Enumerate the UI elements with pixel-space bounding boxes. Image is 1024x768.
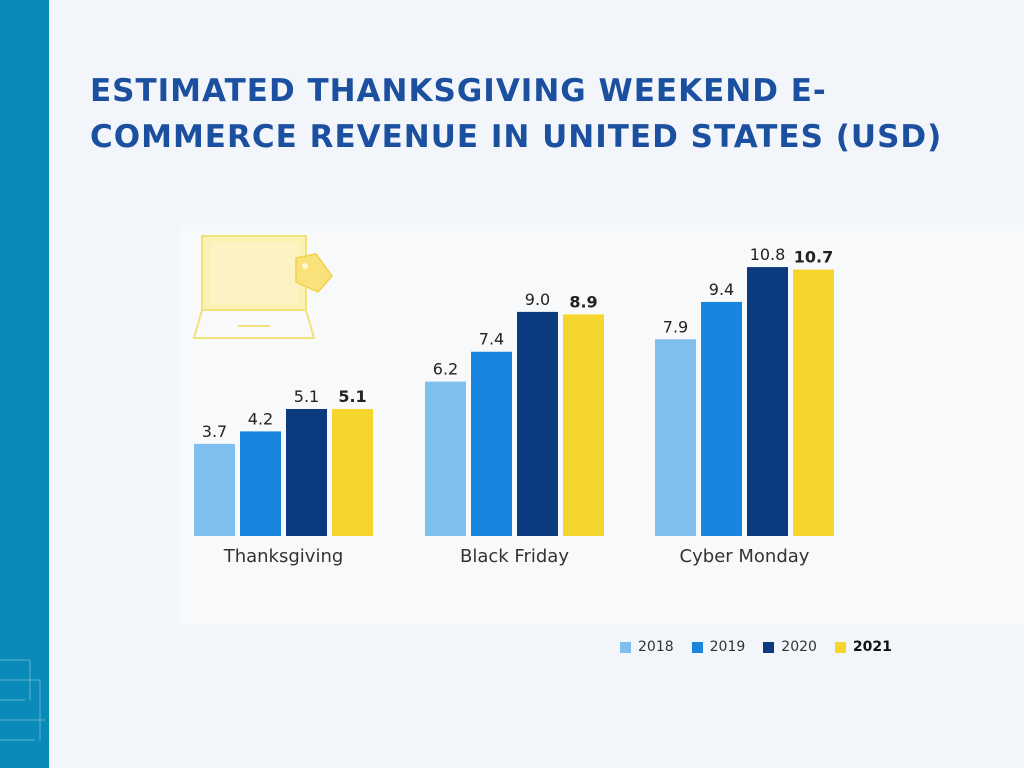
data-label-2019-cyber-monday: 9.4 [709, 280, 734, 299]
circuit-lines-decoration [0, 659, 45, 741]
legend-item-2020: 2020 [763, 639, 817, 655]
data-label-2020-black-friday: 9.0 [525, 290, 550, 309]
bar-2018-thanksgiving [194, 443, 235, 536]
bar-group-thanksgiving: 3.7 4.2 5.1 5.1 [194, 387, 373, 536]
bar-2019-thanksgiving [240, 431, 281, 536]
bar-2020-thanksgiving [286, 409, 327, 536]
price-tag-icon [295, 253, 333, 293]
category-label: Black Friday [460, 546, 569, 567]
category-label: Thanksgiving [223, 546, 344, 567]
data-label-2018-black-friday: 6.2 [433, 360, 458, 379]
data-label-2021-cyber-monday: 10.7 [794, 248, 833, 267]
data-label-2021-thanksgiving: 5.1 [338, 387, 366, 406]
bar-2019-black-friday [471, 351, 512, 536]
legend-label: 2019 [709, 639, 746, 655]
bar-2018-black-friday [425, 381, 466, 536]
data-label-2019-black-friday: 7.4 [479, 330, 504, 349]
bar-2021-thanksgiving [332, 409, 373, 536]
legend-label: 2018 [638, 639, 674, 655]
legend-label: 2021 [852, 639, 892, 655]
bar-2021-cyber-monday [793, 269, 834, 536]
data-label-2018-cyber-monday: 7.9 [663, 317, 688, 336]
data-label-2019-thanksgiving: 4.2 [248, 409, 273, 428]
bar-group-cyber-monday: 7.9 9.4 10.8 10.7 [655, 245, 834, 536]
data-label-2021-black-friday: 8.9 [569, 292, 597, 311]
laptop-icon [192, 235, 333, 339]
bar-2021-black-friday [563, 314, 604, 536]
legend-item-2018: 2018 [620, 639, 674, 655]
data-label-2018-thanksgiving: 3.7 [202, 422, 227, 441]
bar-2020-cyber-monday [747, 267, 788, 536]
bar-group-black-friday: 6.2 7.4 9.0 8.9 [425, 290, 604, 536]
bar-2020-black-friday [517, 311, 558, 536]
data-label-2020-thanksgiving: 5.1 [294, 387, 319, 406]
category-label: Cyber Monday [680, 546, 810, 567]
legend-swatch [763, 641, 775, 653]
bar-2018-cyber-monday [655, 339, 696, 536]
bar-2019-cyber-monday [701, 301, 742, 536]
legend-label: 2020 [781, 639, 817, 655]
legend-item-2019: 2019 [691, 639, 746, 655]
data-label-2020-cyber-monday: 10.8 [750, 245, 786, 264]
legend-swatch [834, 641, 846, 653]
legend-item-2021: 2021 [834, 639, 892, 655]
legend: 2018 2019 2020 2021 [620, 637, 892, 657]
page-title: Estimated Thanksgiving Weekend E-Commerc… [90, 73, 943, 155]
side-band [0, 0, 49, 768]
legend-swatch [620, 641, 631, 653]
legend-swatch [691, 641, 703, 653]
